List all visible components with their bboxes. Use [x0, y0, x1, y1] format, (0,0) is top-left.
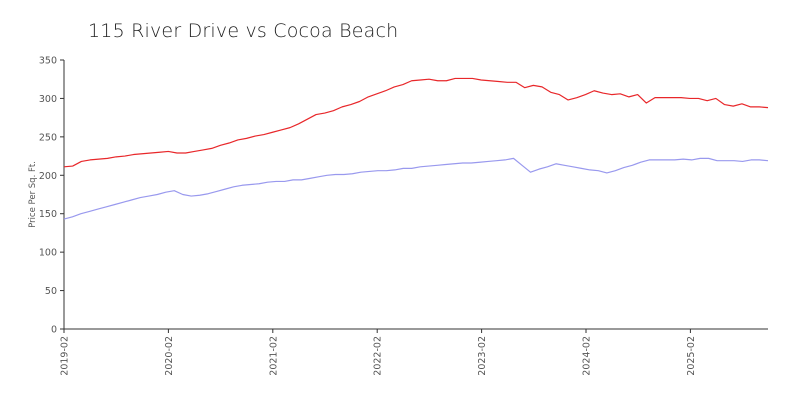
y-tick-label: 50 — [45, 286, 57, 297]
x-tick-label: 2025-02 — [686, 336, 697, 376]
y-tick-label: 300 — [39, 94, 57, 105]
y-tick-label: 150 — [39, 209, 57, 220]
y-tick-label: 200 — [39, 171, 57, 182]
y-axis-label: Price Per Sq. Ft. — [28, 161, 38, 228]
x-tick-label: 2019-02 — [60, 336, 71, 376]
series-line-2 — [63, 157, 769, 220]
chart-title: 115 River Drive vs Cocoa Beach — [88, 20, 399, 42]
x-tick-label: 2023-02 — [477, 336, 488, 376]
series-line-1 — [63, 77, 769, 168]
y-tick-label: 350 — [39, 56, 57, 67]
x-tick-label: 2021-02 — [268, 336, 279, 376]
y-tick-label: 250 — [39, 132, 57, 143]
x-tick-label: 2024-02 — [582, 336, 593, 376]
y-tick-label: 0 — [51, 325, 57, 336]
x-tick-label: 2020-02 — [164, 336, 175, 376]
y-tick-label: 100 — [39, 248, 57, 259]
x-tick-label: 2022-02 — [373, 336, 384, 376]
